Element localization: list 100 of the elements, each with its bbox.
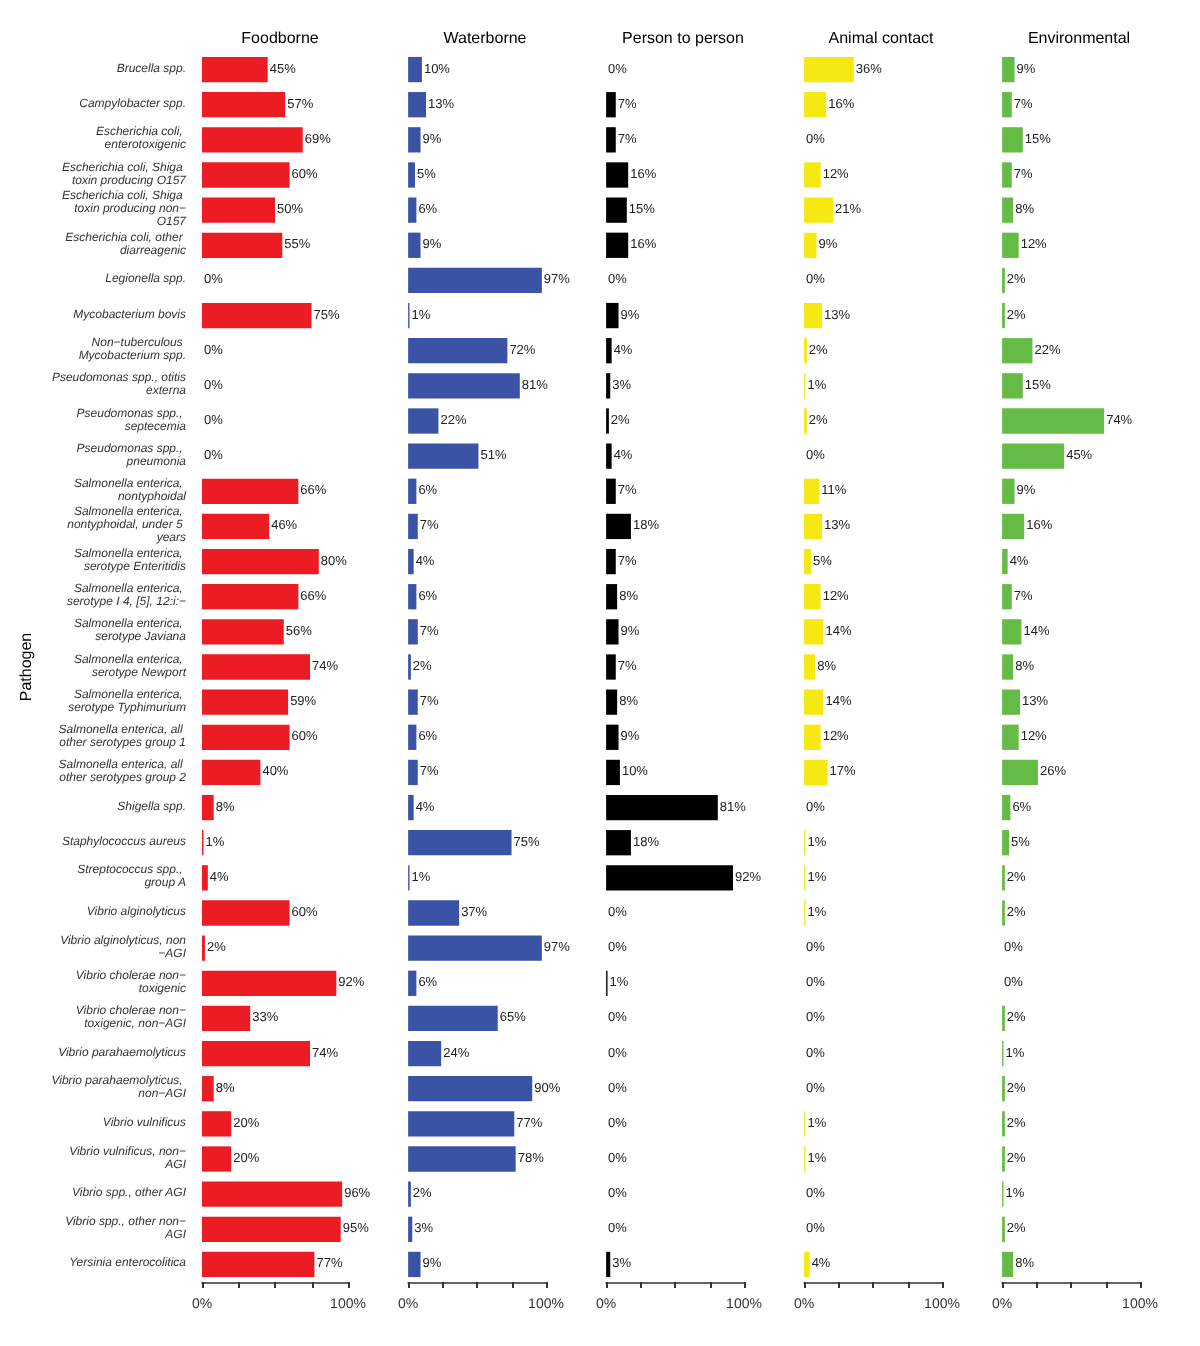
bar — [804, 92, 827, 118]
bar — [804, 56, 854, 83]
bar — [202, 619, 284, 645]
bar — [408, 1251, 421, 1278]
bar — [1002, 478, 1015, 504]
bar — [606, 232, 629, 258]
bar — [1002, 408, 1105, 434]
bar — [804, 232, 817, 258]
bar — [202, 162, 290, 188]
bar — [606, 162, 629, 188]
bar — [804, 654, 816, 680]
bar — [804, 548, 812, 575]
chart-title: Environmental — [1027, 29, 1131, 47]
bar — [606, 584, 618, 610]
bar — [202, 689, 289, 715]
bar — [202, 127, 303, 153]
bar — [1002, 548, 1008, 575]
bar — [804, 1251, 810, 1278]
bar — [408, 56, 422, 83]
bar — [1002, 56, 1015, 83]
bar — [804, 197, 834, 223]
bar — [606, 338, 612, 364]
bar — [606, 197, 627, 223]
bar — [202, 970, 337, 996]
bar — [1002, 373, 1023, 399]
bar — [606, 794, 718, 821]
bar — [202, 654, 311, 680]
bar — [202, 56, 268, 83]
bar — [804, 513, 823, 540]
bar — [408, 759, 418, 786]
bar — [1002, 513, 1025, 540]
bar — [1002, 338, 1033, 364]
bar — [804, 724, 821, 750]
bar — [202, 197, 275, 223]
bar — [408, 1076, 533, 1102]
bar — [408, 935, 542, 961]
bar — [202, 1216, 341, 1242]
bar — [1002, 759, 1038, 786]
bar — [202, 900, 290, 926]
bar — [606, 548, 616, 575]
bar — [408, 232, 421, 258]
bar — [606, 724, 619, 750]
bar — [202, 302, 312, 329]
bar — [606, 759, 620, 786]
bar — [202, 794, 214, 821]
bar — [202, 478, 299, 504]
chart-title: Foodborne — [241, 29, 320, 47]
bar — [408, 900, 460, 926]
bar — [408, 92, 427, 118]
bar — [202, 724, 290, 750]
bar — [606, 478, 616, 504]
bar — [1002, 162, 1012, 188]
chart-title: Animal contact — [828, 29, 936, 47]
bar — [408, 338, 508, 364]
bar — [804, 759, 828, 786]
bar — [408, 267, 542, 294]
bar — [408, 197, 417, 223]
bar — [408, 724, 417, 750]
bar — [1002, 1251, 1014, 1278]
bar — [804, 689, 824, 715]
bar — [408, 830, 512, 856]
bar — [606, 443, 612, 469]
bar — [408, 513, 418, 540]
bar — [1002, 619, 1022, 645]
bar — [202, 1181, 343, 1207]
chart-title: Person to person — [622, 29, 744, 47]
bar — [202, 1040, 311, 1067]
bar — [804, 302, 823, 329]
bar — [606, 689, 618, 715]
bar — [408, 584, 417, 610]
bar — [202, 1076, 214, 1102]
bar — [202, 759, 261, 786]
chart-title: Waterborne — [443, 29, 528, 47]
bar — [202, 548, 319, 575]
bar — [408, 162, 416, 188]
bar — [408, 619, 418, 645]
bar — [1002, 689, 1021, 715]
bar — [1002, 92, 1012, 118]
bar — [606, 654, 616, 680]
bar — [1002, 443, 1065, 469]
bar — [408, 1005, 498, 1032]
bar — [804, 478, 820, 504]
bar — [202, 513, 270, 540]
bar — [408, 127, 421, 153]
bar — [202, 1005, 251, 1032]
bar — [1002, 232, 1019, 258]
bar — [1002, 830, 1010, 856]
bar — [202, 865, 208, 891]
bar — [1002, 584, 1012, 610]
bar — [408, 408, 439, 434]
bar — [202, 1146, 232, 1172]
bar — [408, 794, 414, 821]
bar — [408, 373, 520, 399]
bar — [1002, 127, 1023, 153]
bar — [1002, 794, 1011, 821]
bar — [202, 1111, 232, 1137]
bar — [408, 1111, 515, 1137]
bar — [1002, 197, 1014, 223]
bar — [606, 865, 733, 891]
bar — [408, 1040, 442, 1067]
